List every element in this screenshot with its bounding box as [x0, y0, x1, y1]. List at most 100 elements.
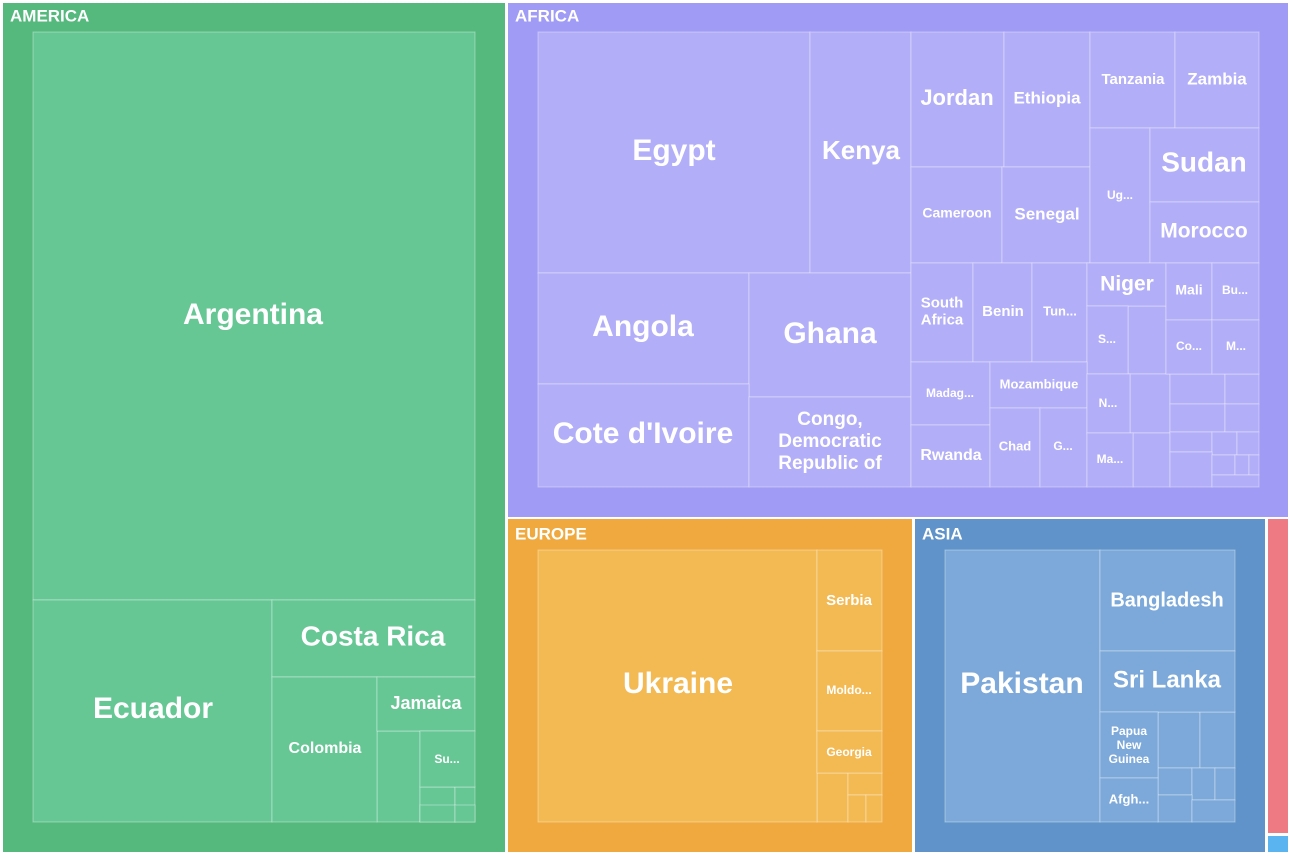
- tile: [1224, 373, 1260, 405]
- tile: [1157, 711, 1201, 769]
- group-label: AMERICA: [10, 6, 89, 25]
- tile: [809, 31, 912, 274]
- tile-label: Ethiopia: [1013, 88, 1081, 107]
- tile: [847, 794, 867, 823]
- tile: [816, 772, 849, 823]
- tile: [1224, 403, 1260, 433]
- tile: [537, 31, 811, 274]
- tile-label: Mozambique: [1000, 376, 1079, 391]
- tile: [989, 361, 1088, 409]
- tile: [748, 272, 912, 398]
- tile: [1086, 262, 1167, 307]
- tile-label: Bu...: [1222, 283, 1248, 297]
- tile-label: Moldo...: [826, 683, 871, 697]
- tile-label-line: Congo,: [797, 409, 862, 430]
- tile-label: Chad: [999, 438, 1032, 453]
- tile: [972, 262, 1033, 363]
- tile: [1099, 549, 1236, 652]
- tile-label: Angola: [592, 310, 694, 343]
- tile: [816, 730, 883, 774]
- tile-label: Ug...: [1107, 188, 1133, 202]
- tile-label: Morocco: [1160, 220, 1248, 243]
- tile-label: Kenya: [822, 135, 901, 165]
- tile: [1169, 431, 1213, 453]
- tile-label: N...: [1099, 396, 1118, 410]
- tile: [1099, 777, 1159, 823]
- tile: [1211, 262, 1260, 321]
- tile-label: Afgh...: [1109, 791, 1149, 806]
- tile-label: Ghana: [783, 317, 877, 350]
- tile: [1169, 451, 1213, 488]
- tile: [1191, 767, 1216, 801]
- tile: [32, 31, 476, 601]
- tile-label: Mali: [1175, 282, 1202, 298]
- tile: [1191, 799, 1236, 823]
- tile: [1157, 767, 1193, 796]
- tile-label: S...: [1098, 332, 1116, 346]
- tile-label: Serbia: [826, 592, 873, 609]
- tile: [1001, 166, 1091, 264]
- tile-label: Ecuador: [93, 692, 213, 725]
- tile: [1003, 31, 1091, 168]
- tile: [1248, 454, 1260, 476]
- tile: [1031, 262, 1088, 363]
- tile-label: Bangladesh: [1110, 589, 1223, 611]
- tile: [1086, 432, 1134, 488]
- tile-label: Su...: [434, 752, 459, 766]
- tile: [271, 599, 476, 678]
- tile-label: Jamaica: [390, 693, 462, 713]
- tile-label-line: New: [1117, 738, 1142, 752]
- tile-label: Egypt: [632, 134, 715, 167]
- tile: [847, 772, 883, 796]
- tile-label: Tun...: [1043, 303, 1077, 318]
- tile: [1149, 127, 1260, 203]
- tile: [1165, 319, 1213, 375]
- tile: [32, 599, 273, 823]
- tile: [1214, 767, 1236, 801]
- group-label: AFRICA: [515, 6, 579, 25]
- tile: [419, 730, 476, 788]
- tile-label: Ma...: [1097, 452, 1124, 466]
- tile: [1099, 711, 1159, 779]
- tile: [1211, 474, 1260, 488]
- tile-label: Colombia: [289, 740, 362, 757]
- tile: [748, 396, 912, 488]
- tile-label: Senegal: [1014, 204, 1079, 223]
- tile: [865, 794, 883, 823]
- tile-label: South Africa: [921, 294, 964, 328]
- tile-label: Sudan: [1161, 146, 1247, 177]
- tile: [910, 361, 991, 426]
- tile: [816, 650, 883, 732]
- tile-label: Sri Lanka: [1113, 666, 1222, 693]
- tile: [1086, 305, 1129, 375]
- tile: [1234, 454, 1250, 476]
- tile: [419, 804, 456, 823]
- tile: [816, 549, 883, 652]
- tile-label: Pakistan: [960, 667, 1083, 700]
- tile-label: Ukraine: [623, 667, 733, 700]
- tile: [910, 424, 991, 488]
- tile: [271, 676, 378, 823]
- tile-label: Costa Rica: [301, 620, 446, 651]
- group-tile: [1268, 519, 1288, 833]
- tile: [1127, 305, 1167, 375]
- tile-label: Papua New Guinea: [1109, 724, 1150, 766]
- tile: [1149, 201, 1260, 264]
- tile: [1211, 454, 1236, 476]
- tile-label-line: Republic of: [778, 453, 882, 474]
- tile-label: Congo, Democratic Republic of: [778, 409, 882, 474]
- tile: [537, 272, 750, 385]
- tile: [1169, 403, 1226, 433]
- tile: [944, 549, 1101, 823]
- tile-label-line: Democratic: [778, 431, 882, 452]
- tile-label-line: South: [921, 294, 964, 311]
- tile: [1211, 319, 1260, 375]
- tile-label: Benin: [982, 303, 1024, 320]
- tile-label-line: Africa: [921, 312, 964, 329]
- tile: [1199, 711, 1236, 769]
- tile-label: Rwanda: [920, 447, 981, 464]
- tile: [454, 804, 476, 823]
- tile-label: Georgia: [826, 745, 872, 759]
- tile-label: Niger: [1100, 273, 1154, 296]
